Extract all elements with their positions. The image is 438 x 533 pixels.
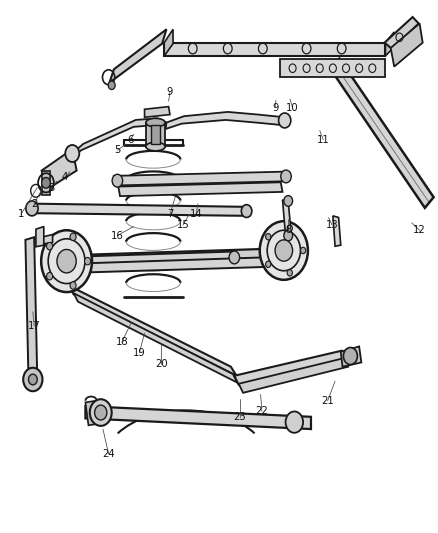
Polygon shape — [145, 107, 170, 117]
Circle shape — [287, 270, 293, 276]
Circle shape — [23, 368, 42, 391]
Polygon shape — [68, 285, 237, 376]
Polygon shape — [166, 112, 285, 129]
Polygon shape — [85, 406, 311, 429]
Circle shape — [28, 374, 37, 385]
Polygon shape — [114, 172, 287, 185]
Polygon shape — [164, 43, 385, 56]
Polygon shape — [110, 29, 166, 83]
Text: 17: 17 — [28, 321, 41, 331]
Text: 23: 23 — [234, 412, 246, 422]
Text: 3: 3 — [49, 183, 55, 192]
Circle shape — [108, 81, 115, 90]
Polygon shape — [151, 125, 160, 144]
Text: 20: 20 — [155, 359, 167, 368]
Polygon shape — [385, 17, 419, 49]
Polygon shape — [30, 204, 249, 216]
Circle shape — [95, 405, 107, 420]
Text: 18: 18 — [116, 337, 128, 347]
Circle shape — [287, 225, 293, 231]
Circle shape — [57, 249, 76, 273]
Circle shape — [41, 230, 92, 292]
Polygon shape — [283, 200, 291, 236]
Circle shape — [85, 257, 91, 265]
Text: 22: 22 — [255, 407, 268, 416]
Text: 12: 12 — [413, 225, 426, 235]
Circle shape — [70, 233, 76, 240]
Polygon shape — [333, 216, 341, 246]
Text: 7: 7 — [167, 209, 173, 219]
Polygon shape — [341, 346, 361, 367]
Circle shape — [284, 196, 293, 206]
Text: 16: 16 — [111, 231, 124, 240]
Circle shape — [229, 251, 240, 264]
Text: 13: 13 — [326, 220, 338, 230]
Polygon shape — [52, 248, 298, 269]
Circle shape — [90, 399, 112, 426]
Text: 11: 11 — [317, 135, 330, 144]
Polygon shape — [69, 257, 280, 273]
Text: 4: 4 — [62, 172, 68, 182]
Circle shape — [300, 247, 306, 254]
Circle shape — [284, 230, 293, 241]
Text: 5: 5 — [114, 146, 120, 155]
Polygon shape — [391, 23, 423, 67]
Polygon shape — [42, 235, 53, 244]
Text: 8: 8 — [285, 225, 291, 235]
Text: 19: 19 — [133, 348, 146, 358]
Polygon shape — [239, 358, 348, 393]
Circle shape — [70, 282, 76, 289]
Text: 9: 9 — [272, 103, 278, 112]
Polygon shape — [118, 182, 283, 196]
Polygon shape — [71, 118, 166, 160]
Circle shape — [65, 145, 79, 162]
Polygon shape — [85, 401, 99, 425]
Text: 9: 9 — [167, 87, 173, 96]
Text: 21: 21 — [321, 396, 334, 406]
Text: 14: 14 — [190, 209, 202, 219]
Polygon shape — [74, 293, 237, 383]
Polygon shape — [385, 32, 394, 56]
Text: 15: 15 — [177, 220, 190, 230]
Circle shape — [42, 177, 50, 188]
Text: 10: 10 — [286, 103, 299, 112]
Ellipse shape — [146, 118, 165, 127]
Polygon shape — [234, 351, 346, 385]
Polygon shape — [280, 59, 385, 77]
Circle shape — [279, 113, 291, 128]
Polygon shape — [146, 123, 165, 147]
Polygon shape — [331, 59, 434, 208]
Text: 1: 1 — [18, 209, 24, 219]
Circle shape — [46, 272, 53, 280]
Circle shape — [265, 233, 271, 240]
Circle shape — [343, 348, 357, 365]
Polygon shape — [164, 29, 173, 56]
Circle shape — [281, 170, 291, 183]
Circle shape — [46, 243, 53, 250]
Polygon shape — [69, 252, 234, 266]
Circle shape — [286, 411, 303, 433]
Circle shape — [265, 261, 271, 268]
Circle shape — [260, 221, 308, 280]
Polygon shape — [42, 171, 50, 195]
Text: 6: 6 — [127, 135, 134, 144]
Polygon shape — [36, 227, 44, 247]
Text: 24: 24 — [102, 449, 115, 459]
Text: 2: 2 — [31, 199, 37, 208]
Circle shape — [26, 201, 38, 216]
Circle shape — [241, 205, 252, 217]
Circle shape — [112, 174, 123, 187]
Polygon shape — [25, 237, 37, 378]
Ellipse shape — [146, 142, 165, 151]
Polygon shape — [42, 149, 77, 189]
Circle shape — [275, 240, 293, 261]
